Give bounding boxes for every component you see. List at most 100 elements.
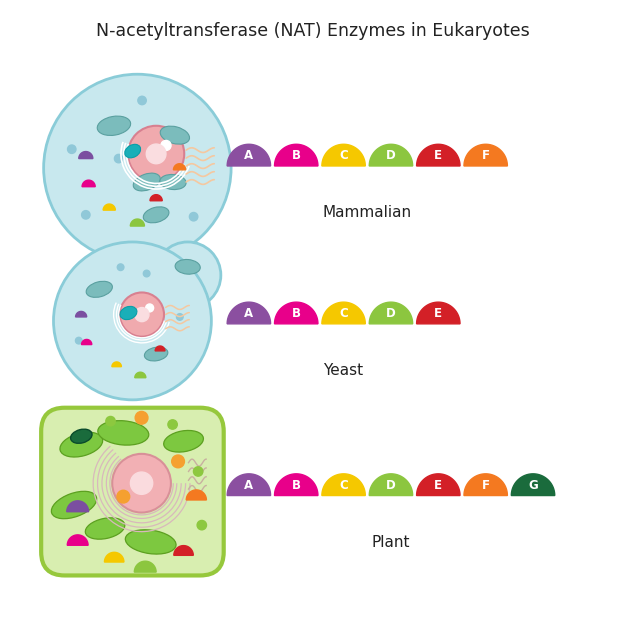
Text: D: D bbox=[386, 479, 396, 491]
Polygon shape bbox=[369, 302, 413, 324]
Circle shape bbox=[146, 304, 153, 312]
Circle shape bbox=[115, 155, 123, 163]
Ellipse shape bbox=[60, 432, 103, 457]
Polygon shape bbox=[82, 180, 95, 187]
Polygon shape bbox=[76, 311, 86, 317]
Ellipse shape bbox=[125, 530, 176, 554]
Circle shape bbox=[146, 144, 166, 164]
Circle shape bbox=[76, 337, 82, 344]
Polygon shape bbox=[155, 346, 165, 351]
Polygon shape bbox=[227, 302, 270, 324]
Text: E: E bbox=[434, 149, 443, 162]
Polygon shape bbox=[103, 204, 115, 210]
Text: E: E bbox=[434, 307, 443, 320]
Circle shape bbox=[53, 242, 212, 400]
Ellipse shape bbox=[143, 207, 169, 223]
Polygon shape bbox=[275, 474, 318, 496]
Circle shape bbox=[120, 292, 164, 337]
Polygon shape bbox=[67, 501, 88, 511]
Polygon shape bbox=[369, 474, 413, 496]
Ellipse shape bbox=[97, 116, 131, 135]
Ellipse shape bbox=[145, 347, 168, 361]
Text: C: C bbox=[339, 307, 348, 320]
Circle shape bbox=[190, 212, 198, 221]
Text: Yeast: Yeast bbox=[324, 363, 364, 378]
Ellipse shape bbox=[133, 173, 160, 191]
Circle shape bbox=[143, 270, 150, 277]
Polygon shape bbox=[130, 219, 145, 226]
Ellipse shape bbox=[98, 421, 149, 445]
Circle shape bbox=[81, 210, 90, 219]
Text: Plant: Plant bbox=[372, 535, 410, 550]
Polygon shape bbox=[511, 474, 555, 496]
Polygon shape bbox=[67, 535, 88, 545]
Circle shape bbox=[117, 490, 130, 503]
Polygon shape bbox=[275, 144, 318, 166]
Polygon shape bbox=[322, 144, 366, 166]
Ellipse shape bbox=[125, 145, 141, 158]
Circle shape bbox=[193, 467, 203, 476]
Ellipse shape bbox=[120, 306, 137, 320]
Polygon shape bbox=[275, 302, 318, 324]
FancyBboxPatch shape bbox=[41, 408, 223, 575]
Circle shape bbox=[106, 416, 115, 426]
Polygon shape bbox=[173, 164, 186, 170]
Polygon shape bbox=[416, 302, 460, 324]
Circle shape bbox=[135, 307, 149, 322]
Ellipse shape bbox=[51, 491, 96, 519]
Text: F: F bbox=[481, 479, 490, 491]
Text: B: B bbox=[292, 479, 300, 491]
Circle shape bbox=[168, 420, 177, 429]
Polygon shape bbox=[150, 195, 162, 201]
Text: A: A bbox=[244, 307, 254, 320]
Polygon shape bbox=[112, 362, 121, 367]
Circle shape bbox=[44, 74, 231, 262]
Polygon shape bbox=[464, 144, 508, 166]
Text: A: A bbox=[244, 479, 254, 491]
Text: B: B bbox=[292, 149, 300, 162]
Text: F: F bbox=[481, 149, 490, 162]
Ellipse shape bbox=[163, 431, 203, 452]
Polygon shape bbox=[227, 144, 270, 166]
Polygon shape bbox=[105, 552, 124, 562]
Polygon shape bbox=[322, 302, 366, 324]
Ellipse shape bbox=[160, 175, 186, 190]
Polygon shape bbox=[135, 372, 146, 377]
Polygon shape bbox=[79, 151, 93, 158]
Text: E: E bbox=[434, 479, 443, 491]
Text: C: C bbox=[339, 149, 348, 162]
Text: C: C bbox=[339, 479, 348, 491]
Circle shape bbox=[155, 242, 221, 308]
Text: D: D bbox=[386, 149, 396, 162]
Polygon shape bbox=[174, 546, 193, 555]
Circle shape bbox=[112, 454, 171, 513]
Text: Mammalian: Mammalian bbox=[323, 205, 412, 220]
Polygon shape bbox=[322, 474, 366, 496]
Text: N-acetyltransferase (NAT) Enzymes in Eukaryotes: N-acetyltransferase (NAT) Enzymes in Euk… bbox=[96, 22, 530, 40]
Polygon shape bbox=[81, 339, 92, 344]
Circle shape bbox=[177, 314, 183, 321]
Ellipse shape bbox=[86, 281, 113, 297]
Text: D: D bbox=[386, 307, 396, 320]
Ellipse shape bbox=[71, 429, 92, 443]
Circle shape bbox=[161, 140, 171, 150]
Circle shape bbox=[128, 126, 184, 182]
Circle shape bbox=[197, 520, 207, 530]
Ellipse shape bbox=[85, 518, 125, 539]
Text: A: A bbox=[244, 149, 254, 162]
Polygon shape bbox=[187, 490, 207, 500]
Circle shape bbox=[117, 264, 124, 270]
Text: G: G bbox=[528, 479, 538, 491]
Circle shape bbox=[68, 145, 76, 153]
Polygon shape bbox=[416, 144, 460, 166]
Circle shape bbox=[138, 96, 146, 105]
Polygon shape bbox=[369, 144, 413, 166]
Circle shape bbox=[135, 411, 148, 424]
Polygon shape bbox=[227, 474, 270, 496]
Circle shape bbox=[130, 472, 153, 495]
Circle shape bbox=[172, 455, 185, 468]
Polygon shape bbox=[416, 474, 460, 496]
Ellipse shape bbox=[160, 126, 190, 144]
Polygon shape bbox=[464, 474, 508, 496]
Polygon shape bbox=[135, 561, 156, 572]
